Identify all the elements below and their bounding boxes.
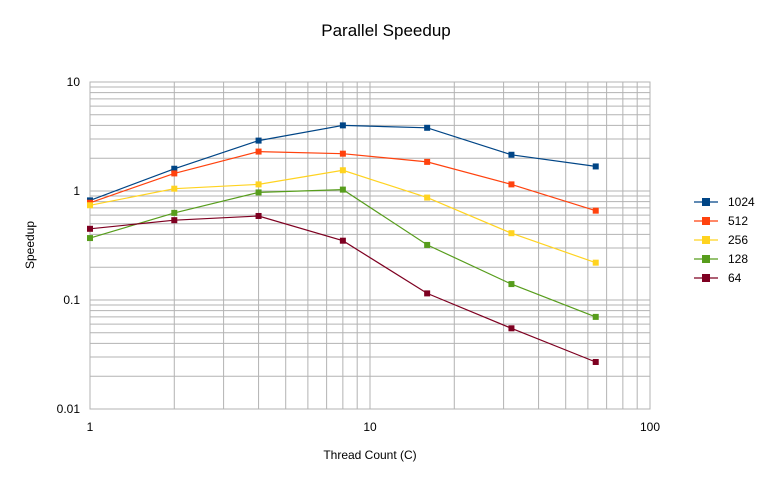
- data-point: [171, 185, 178, 192]
- legend-label: 1024: [728, 195, 755, 209]
- data-point: [339, 167, 346, 174]
- data-point: [508, 230, 515, 237]
- series-128: [87, 186, 599, 320]
- legend-swatch-marker: [702, 236, 710, 244]
- legend-item: 64: [694, 271, 742, 285]
- data-point: [171, 170, 178, 177]
- x-tick-label: 1: [87, 420, 94, 434]
- legend: 1024 512 256 128 64: [694, 195, 755, 285]
- data-point: [171, 209, 178, 216]
- data-point: [592, 163, 599, 170]
- data-point: [255, 181, 262, 188]
- data-point: [592, 358, 599, 365]
- series-64: [87, 212, 599, 365]
- legend-label: 512: [728, 214, 748, 228]
- legend-swatch-marker: [702, 274, 710, 282]
- data-point: [171, 217, 178, 224]
- series-256: [87, 167, 599, 266]
- legend-label: 64: [728, 271, 742, 285]
- legend-swatch-marker: [702, 198, 710, 206]
- data-point: [592, 259, 599, 266]
- y-tick-label: 0.01: [57, 402, 81, 416]
- x-axis-label: Thread Count (C): [323, 448, 416, 462]
- data-point: [255, 189, 262, 196]
- data-point: [255, 137, 262, 144]
- data-point: [424, 241, 431, 248]
- data-point: [424, 124, 431, 131]
- y-tick-label: 1: [73, 184, 80, 198]
- data-point: [87, 225, 93, 232]
- legend-label: 128: [728, 252, 748, 266]
- data-point: [255, 212, 262, 219]
- x-tick-label: 100: [640, 420, 660, 434]
- data-point: [339, 186, 346, 193]
- data-point: [508, 325, 515, 332]
- data-point: [592, 313, 599, 320]
- data-point: [171, 165, 178, 172]
- data-point: [339, 237, 346, 244]
- chart-title: Parallel Speedup: [321, 21, 450, 40]
- data-point: [508, 151, 515, 158]
- data-point: [424, 290, 431, 297]
- data-point: [508, 181, 515, 188]
- legend-item: 128: [694, 252, 748, 266]
- series-layer: [87, 122, 599, 365]
- y-axis-label: Speedup: [23, 221, 37, 269]
- legend-item: 256: [694, 233, 748, 247]
- y-tick-label: 10: [67, 75, 81, 89]
- legend-item: 512: [694, 214, 748, 228]
- x-tick-label: 10: [363, 420, 377, 434]
- plot-grid: [89, 81, 651, 410]
- plot-axes: [89, 81, 651, 410]
- legend-swatch-marker: [702, 255, 710, 263]
- legend-label: 256: [728, 233, 748, 247]
- data-point: [424, 194, 431, 201]
- y-tick-label: 0.1: [63, 293, 80, 307]
- data-point: [592, 207, 599, 214]
- tick-labels: 1 10 100 0.01 0.1 1 10: [57, 75, 661, 434]
- data-point: [87, 202, 93, 209]
- legend-swatch-marker: [702, 217, 710, 225]
- data-point: [255, 148, 262, 155]
- data-point: [339, 150, 346, 157]
- data-point: [424, 158, 431, 165]
- data-point: [339, 122, 346, 129]
- plot-frame: [89, 81, 651, 410]
- data-point: [508, 281, 515, 288]
- data-point: [87, 235, 93, 242]
- legend-item: 1024: [694, 195, 755, 209]
